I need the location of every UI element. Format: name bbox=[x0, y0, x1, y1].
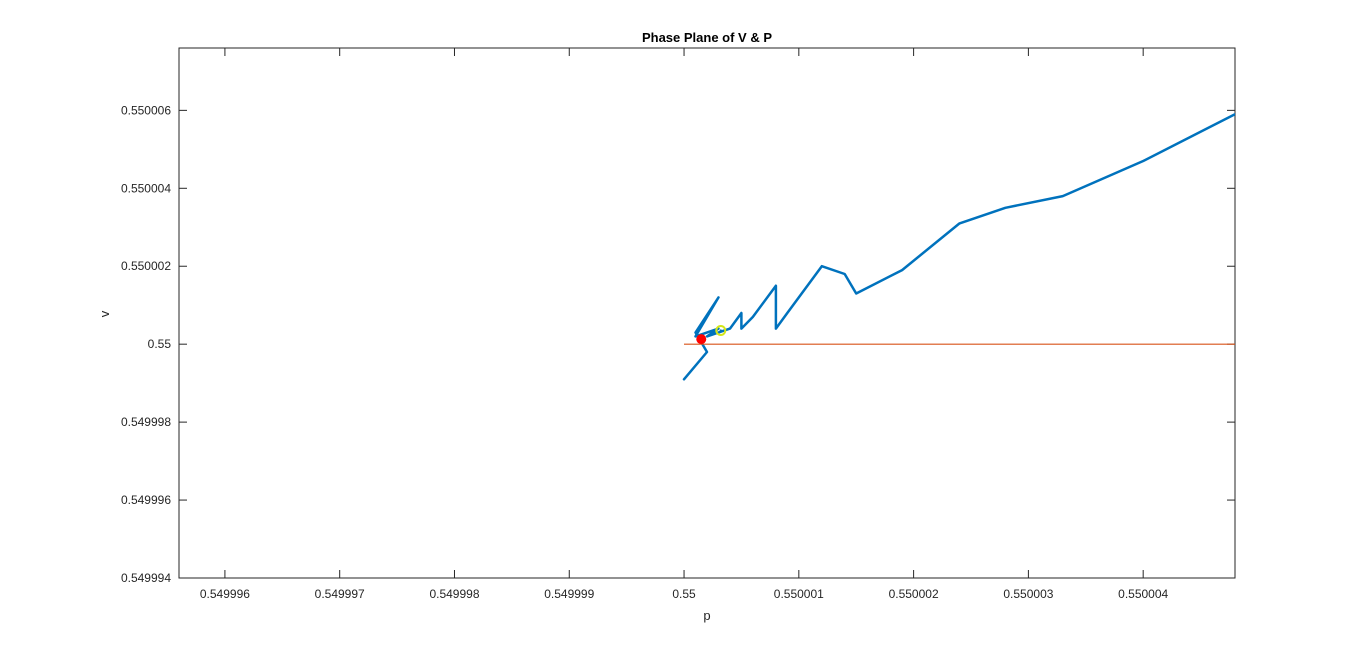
end-point-marker bbox=[715, 325, 727, 337]
x-tick-label: 0.549997 bbox=[315, 587, 365, 601]
plot-area: 0.549996 0.549997 0.549998 0.549999 0.55 0.55… bbox=[121, 47, 1236, 601]
start-point-marker bbox=[696, 334, 707, 345]
y-tick-label: 0.549998 bbox=[121, 415, 171, 429]
y-axis-label: v bbox=[97, 310, 112, 317]
x-tick-label: 0.550001 bbox=[774, 587, 824, 601]
y-tick-label: 0.550006 bbox=[121, 103, 171, 117]
y-tick-label: 0.549996 bbox=[121, 493, 171, 507]
axes-box bbox=[178, 47, 1236, 579]
x-tick-label: 0.550003 bbox=[1003, 587, 1053, 601]
chart-title: Phase Plane of V & P bbox=[642, 30, 772, 45]
x-axis-label: p bbox=[703, 608, 710, 623]
x-tick-label: 0.550002 bbox=[889, 587, 939, 601]
y-tick-label: 0.55 bbox=[148, 337, 172, 351]
x-tick-label: 0.55 bbox=[672, 587, 696, 601]
y-tick-label: 0.550002 bbox=[121, 259, 171, 273]
x-tick-label: 0.549996 bbox=[200, 587, 250, 601]
trajectory-line bbox=[682, 112, 1235, 381]
x-tick-label: 0.549999 bbox=[544, 587, 594, 601]
data-layer bbox=[682, 112, 1235, 381]
y-tick-label: 0.549994 bbox=[121, 571, 171, 585]
y-tick-label: 0.550004 bbox=[121, 181, 171, 195]
end-point-center bbox=[719, 329, 722, 332]
x-tick-label: 0.550004 bbox=[1118, 587, 1168, 601]
x-tick-label: 0.549998 bbox=[429, 587, 479, 601]
